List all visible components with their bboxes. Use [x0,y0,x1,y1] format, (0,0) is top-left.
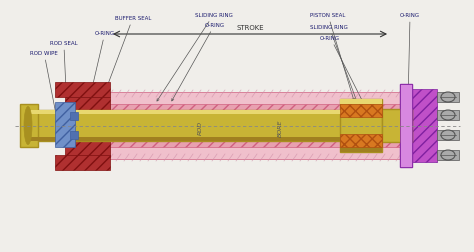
Text: SLIDING RING: SLIDING RING [157,12,233,102]
Text: BORE: BORE [277,119,283,136]
Text: BUFFER SEAL: BUFFER SEAL [91,15,151,129]
Bar [65,98,110,158]
Bar [30,111,370,115]
Text: O-RING: O-RING [80,30,115,137]
Bar [20,105,38,147]
Ellipse shape [441,111,455,120]
Bar [437,150,459,160]
Ellipse shape [441,93,455,103]
Bar [340,147,382,152]
Bar [382,110,412,142]
Bar [55,83,110,98]
Bar [400,85,412,167]
Bar [437,131,459,140]
Bar [400,85,412,167]
Bar [30,111,370,141]
Bar [340,105,382,117]
Bar [340,100,382,105]
Bar [340,100,382,152]
Bar [437,93,459,103]
Bar [95,93,405,105]
Ellipse shape [441,150,455,160]
Bar [55,103,75,147]
Bar [95,98,405,133]
Text: O-RING: O-RING [400,12,420,101]
Text: ROD WIPE: ROD WIPE [30,50,62,142]
Bar [405,90,437,162]
Text: ROD: ROD [198,120,202,135]
Text: STROKE: STROKE [236,25,264,31]
Bar [340,135,382,147]
Bar [95,147,405,159]
Text: O-RING: O-RING [320,35,368,113]
Ellipse shape [441,131,455,140]
Bar [55,155,110,170]
Bar [437,111,459,120]
Ellipse shape [24,107,32,145]
Text: ROD SEAL: ROD SEAL [50,40,78,131]
Bar [95,133,405,154]
Text: PISTON SEAL: PISTON SEAL [310,12,355,101]
Bar [30,137,370,141]
Text: SLIDING RING: SLIDING RING [310,24,359,107]
Text: O-RING: O-RING [172,22,225,102]
Bar [70,132,78,139]
Bar [70,113,78,120]
